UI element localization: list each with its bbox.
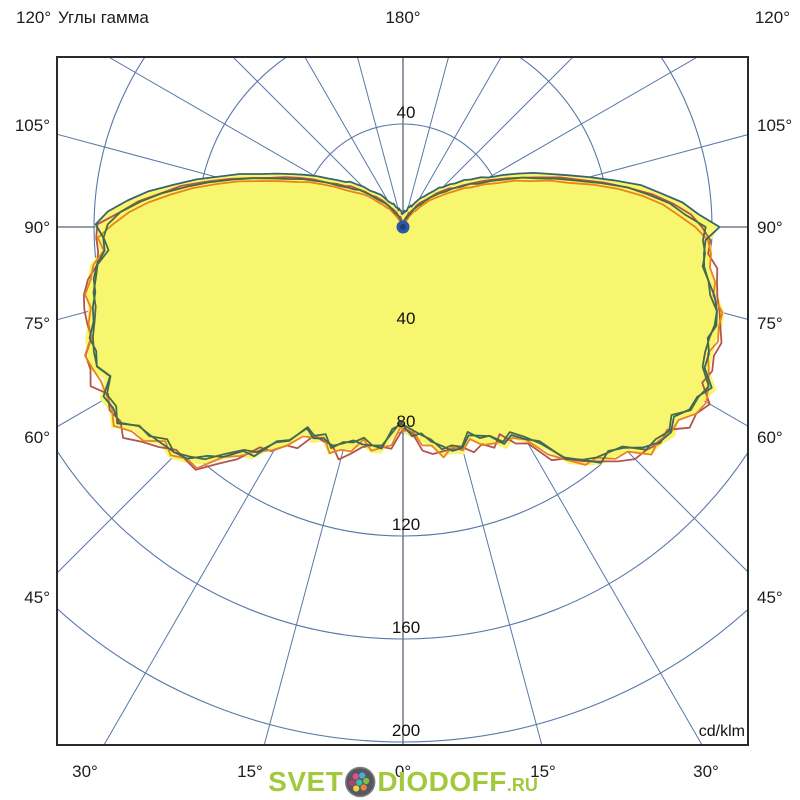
radial-tick-label: 80	[396, 412, 416, 431]
gamma-label-left: 90°	[24, 218, 50, 237]
gamma-label-left: 75°	[24, 314, 50, 333]
gamma-label-bottom: 15°	[530, 762, 556, 781]
radial-tick-label: 160	[391, 618, 421, 637]
watermark-domain-suffix: .RU	[506, 775, 538, 795]
corner-label-top-left: 120°	[16, 8, 52, 27]
gamma-label-right: 60°	[757, 428, 783, 447]
gamma-label-right: 105°	[757, 116, 793, 135]
radial-units-label: cd/klm	[698, 723, 745, 740]
page-title: Углы гамма	[58, 8, 149, 27]
watermark-text-left: SVET	[268, 766, 344, 797]
gamma-label-left: 60°	[24, 428, 50, 447]
watermark-logo-icon	[345, 766, 376, 798]
radial-tick-label: 200	[391, 721, 421, 740]
radial-tick-label: 120	[391, 515, 421, 534]
radial-tick-label: 40	[396, 309, 416, 328]
corner-label-top-right: 120°	[754, 8, 790, 27]
gamma-label-bottom: 30°	[72, 762, 98, 781]
gamma-label-bottom: 0°	[394, 762, 412, 781]
gamma-label-right: 90°	[757, 218, 783, 237]
watermark-text-right: DIODOFF	[377, 766, 507, 797]
radial-tick-label: 40	[396, 103, 416, 122]
watermark: SVET DIODOFF .RU	[268, 766, 538, 798]
gamma-label-right: 45°	[757, 588, 783, 607]
gamma-label-bottom: 15°	[237, 762, 263, 781]
gamma-label-right: 75°	[757, 314, 783, 333]
gamma-label-left: 105°	[14, 116, 50, 135]
gamma-label-bottom: 30°	[693, 762, 719, 781]
gamma-label-left: 45°	[24, 588, 50, 607]
top-center-angle-label: 180°	[385, 8, 421, 27]
